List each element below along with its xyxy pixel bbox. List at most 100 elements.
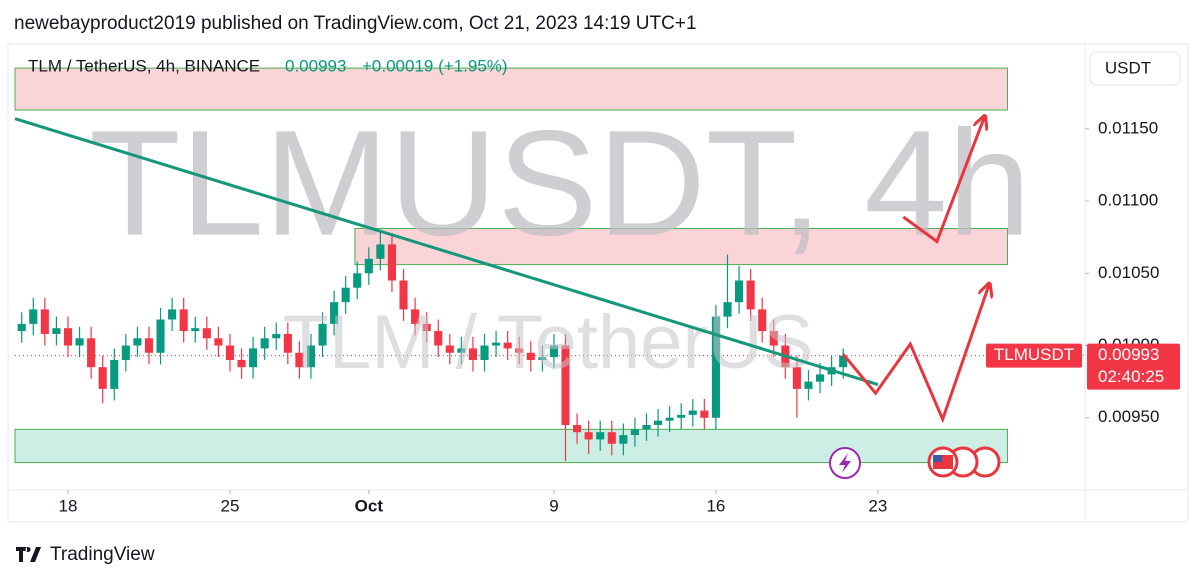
candle-body <box>202 328 211 339</box>
candle-body <box>214 338 223 346</box>
candle-body <box>98 367 107 389</box>
watermark: TLMUSDT, 4h <box>89 99 1031 267</box>
candle-body <box>839 355 848 368</box>
flags <box>927 446 1001 478</box>
y-tick-label: 0.01100 <box>1098 191 1158 210</box>
zone <box>14 67 1008 111</box>
candle-body <box>225 345 235 360</box>
candle-body <box>17 323 26 332</box>
candle-body <box>144 338 154 353</box>
logo <box>16 547 41 562</box>
candle-body <box>179 309 188 332</box>
candle-body <box>723 302 732 317</box>
trendline <box>14 117 879 386</box>
candle-body <box>526 352 535 360</box>
candle-body <box>40 309 49 334</box>
currency[interactable]: USDT <box>1105 58 1151 77</box>
symbol-tag-text: TLMUSDT <box>994 345 1074 364</box>
candle-body <box>399 280 408 310</box>
plot: 0.009500.010000.010500.011000.011501825O… <box>8 44 1188 520</box>
symbol-tag <box>986 343 1082 368</box>
x-tick-label: 23 <box>868 496 887 515</box>
y-tick-label: 0.01150 <box>1098 118 1158 137</box>
symbol: TLM / TetherUS, 4h, BINANCE <box>28 56 260 75</box>
candle-body <box>168 309 177 320</box>
candle-body <box>156 319 165 353</box>
candle-body <box>561 345 570 425</box>
candle-body <box>445 345 454 353</box>
projection <box>842 285 989 424</box>
candle-body <box>283 333 292 353</box>
candle-body <box>295 352 304 368</box>
candle-body <box>688 410 697 415</box>
candle-body <box>538 357 547 360</box>
candle-body <box>29 309 38 324</box>
candle-body <box>306 345 316 368</box>
x-tick-label: Oct <box>355 496 384 515</box>
candle-body <box>677 414 686 418</box>
candle-body <box>769 331 778 346</box>
candle-body <box>804 381 813 389</box>
price-tag-value: 0.00993 <box>1098 345 1159 364</box>
candle-body <box>52 328 61 334</box>
candle-body <box>665 417 674 421</box>
price-tag <box>1087 343 1180 390</box>
y-tick-label: 0.01050 <box>1098 263 1159 282</box>
candle-body <box>434 331 443 346</box>
candle-body <box>121 345 130 360</box>
candle-body <box>75 338 84 346</box>
footer-brand: TradingView <box>50 544 155 565</box>
currency-button[interactable] <box>1089 51 1181 86</box>
candle-body <box>711 316 720 418</box>
candle-body <box>700 410 709 418</box>
candle-body <box>480 345 489 360</box>
candle-body <box>87 338 96 368</box>
candle-body <box>191 328 200 332</box>
candle-body <box>411 309 420 324</box>
watermark-sub: TLM / TetherUS <box>283 300 814 385</box>
candle-body <box>619 435 628 444</box>
projection <box>902 117 984 244</box>
candle-body <box>584 432 593 440</box>
candle-body <box>503 342 512 349</box>
x-tick-label: 16 <box>706 496 725 515</box>
countdown: 02:40:25 <box>1098 367 1164 386</box>
x-tick-label: 9 <box>549 496 558 515</box>
candle-body <box>630 429 639 436</box>
candle-body <box>63 328 73 346</box>
last-price: 0.00993 <box>285 56 346 75</box>
candle-body <box>272 333 281 339</box>
change: +0.00019 (+1.95%) <box>362 56 508 75</box>
candle-body <box>110 359 119 389</box>
chart-frame <box>7 43 1189 523</box>
candle-body <box>341 287 350 303</box>
x-tick-label: 18 <box>59 496 78 515</box>
candle-body <box>573 424 582 433</box>
candle-body <box>515 348 524 353</box>
candle-body <box>133 338 142 346</box>
candle-body <box>607 432 616 444</box>
candle-body <box>249 348 258 368</box>
candle-body <box>457 348 466 353</box>
zone <box>354 227 1008 266</box>
candle-body <box>735 280 744 303</box>
candle-body <box>387 244 397 281</box>
candle-body <box>596 432 605 440</box>
candle-body <box>422 323 431 332</box>
candle-body <box>758 309 767 332</box>
candle-body <box>549 345 558 358</box>
candle-body <box>746 280 755 310</box>
publish-header: newebayproduct2019 published on TradingV… <box>14 13 697 34</box>
y-tick-label: 0.00950 <box>1098 407 1159 426</box>
candle-body <box>654 420 663 425</box>
candle-body <box>642 424 651 430</box>
candle-body <box>376 244 385 259</box>
candle-body <box>318 323 327 346</box>
candle-body <box>792 367 801 389</box>
overlay: TLMUSDT 0.00993 02:40:25 <box>14 117 1180 424</box>
candle-body <box>237 359 246 368</box>
x-tick-label: 25 <box>221 496 240 515</box>
candle-body <box>364 258 373 274</box>
candle-body <box>260 338 269 349</box>
